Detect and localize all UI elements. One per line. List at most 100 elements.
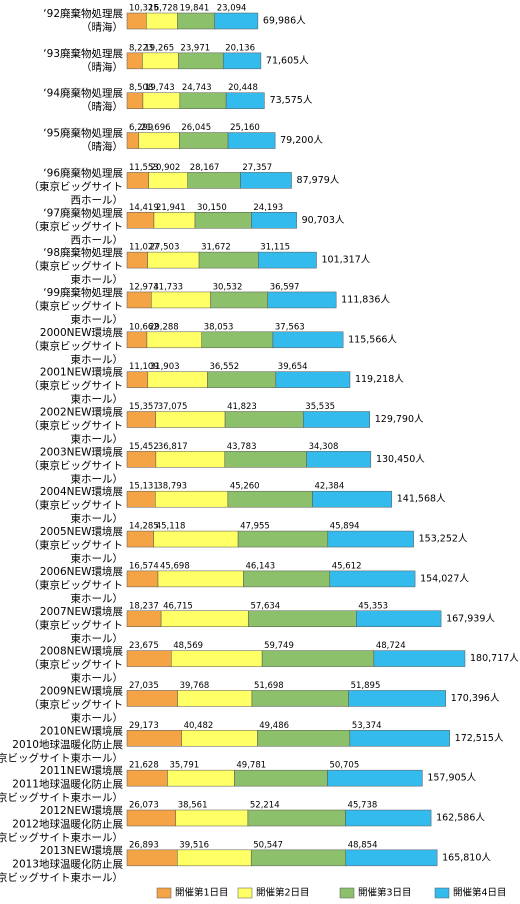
bar-segment xyxy=(142,92,181,109)
bar-segment xyxy=(194,212,252,229)
bar-segment xyxy=(126,690,178,707)
category-label: ‘97廃棄物処理展 xyxy=(43,206,123,219)
value-label: 57,634 xyxy=(250,601,280,611)
bar-segment xyxy=(327,769,423,787)
legend-label: 開催第2日目 xyxy=(256,887,310,899)
bar-segment xyxy=(225,92,265,109)
value-label: 19,743 xyxy=(145,83,175,93)
value-label: 45,698 xyxy=(160,561,190,571)
category-label: 2003NEW環境展 xyxy=(40,445,124,458)
category-label: 2013NEW環境展 xyxy=(40,844,124,857)
value-label: 52,214 xyxy=(250,801,280,811)
bar-segment xyxy=(160,610,249,627)
bar-segment xyxy=(224,451,307,468)
bar-segment xyxy=(356,610,442,627)
bar-segment xyxy=(303,411,370,428)
value-label: 50,705 xyxy=(329,761,359,771)
legend-label: 開催第4日目 xyxy=(453,887,507,899)
category-label: ‘93廃棄物処理展 xyxy=(43,47,123,60)
value-label: 51,895 xyxy=(351,681,381,691)
value-label: 23,094 xyxy=(217,4,247,14)
category-label: 東ホール） xyxy=(71,472,124,485)
value-label: 37,075 xyxy=(158,402,188,412)
bar-segment xyxy=(126,371,149,388)
category-label: （東京ビッグサイト xyxy=(29,459,124,472)
category-label: （晴海） xyxy=(81,100,123,113)
value-label: 11,027 xyxy=(129,243,159,253)
bar-segment xyxy=(327,530,414,548)
category-label: 東ホール） xyxy=(71,512,124,525)
bar-segment xyxy=(207,371,277,388)
category-label: 2010NEW環境展 xyxy=(40,724,124,737)
bar-segment xyxy=(227,490,313,508)
category-label: 2011NEW環境展 xyxy=(40,764,124,777)
value-label: 23,971 xyxy=(180,43,210,53)
bar-segment xyxy=(240,172,292,189)
category-label: ‘98廃棄物処理展 xyxy=(43,246,123,259)
bar-segment xyxy=(187,172,241,189)
bar-segment xyxy=(251,690,349,707)
total-label: 87,979人 xyxy=(297,175,340,186)
category-label: 2012地球温暖化防止展 xyxy=(12,818,123,831)
bar-segment xyxy=(126,809,177,827)
bar-segment xyxy=(155,451,226,468)
bar-segment xyxy=(272,331,344,349)
category-label: （晴海） xyxy=(81,21,123,34)
bar-segment xyxy=(155,411,226,428)
category-label: 東ホール） xyxy=(71,313,124,326)
bar-segment xyxy=(227,132,276,149)
category-label: 2010地球温暖化防止展 xyxy=(12,738,123,751)
bar-segment xyxy=(237,530,329,548)
value-label: 48,724 xyxy=(376,641,406,651)
value-label: 10,662 xyxy=(129,322,159,332)
bar-segment xyxy=(126,849,178,867)
category-label: （東京ビッグサイト xyxy=(29,379,124,392)
bar-segment xyxy=(179,132,229,149)
bar-segment xyxy=(222,52,262,70)
value-label: 6,299 xyxy=(129,123,153,133)
category-label: 2009NEW環境展 xyxy=(40,684,124,697)
value-label: 48,854 xyxy=(348,840,378,850)
value-label: 49,486 xyxy=(259,721,289,731)
bar-segment xyxy=(312,490,393,508)
total-label: 153,252人 xyxy=(419,534,468,545)
category-label: ‘94廃棄物処理展 xyxy=(43,87,123,100)
category-label: 東ホール） xyxy=(71,632,124,645)
category-label: 東ホール） xyxy=(71,592,124,605)
category-label: 東ホール） xyxy=(71,273,124,286)
value-label: 8,508 xyxy=(129,83,153,93)
total-label: 129,790人 xyxy=(375,414,424,425)
value-label: 21,696 xyxy=(141,123,171,133)
total-label: 162,586人 xyxy=(436,813,485,824)
total-label: 115,566人 xyxy=(348,334,397,345)
value-label: 15,357 xyxy=(129,402,159,412)
value-label: 35,535 xyxy=(305,402,335,412)
value-label: 31,733 xyxy=(153,282,183,292)
bar-segment xyxy=(345,809,432,827)
total-label: 79,200人 xyxy=(280,135,323,146)
category-label: ‘92廃棄物処理展 xyxy=(43,7,123,20)
legend-label: 開催第3日目 xyxy=(358,887,412,899)
total-label: 69,986人 xyxy=(263,16,306,27)
bar-segment xyxy=(345,849,438,867)
value-label: 19,841 xyxy=(180,4,210,14)
bar-segment xyxy=(151,291,211,309)
value-label: 50,547 xyxy=(253,840,283,850)
bar-segment xyxy=(257,730,351,747)
category-label: 東ホール） xyxy=(71,672,124,685)
category-label: （東京ビッグサイト xyxy=(29,220,124,233)
category-label: （東京ビッグサイト xyxy=(29,180,124,193)
bar-segment xyxy=(234,769,328,787)
bar-segment xyxy=(250,849,346,867)
value-label: 51,698 xyxy=(254,681,284,691)
value-label: 36,597 xyxy=(270,282,300,292)
bar-segment xyxy=(126,411,156,428)
bar-segment xyxy=(198,251,259,269)
category-label: （東京ビッグサイト xyxy=(29,578,124,591)
legend-swatch xyxy=(339,887,355,899)
category-label: 東ホール） xyxy=(71,433,124,446)
value-label: 23,675 xyxy=(129,641,159,651)
value-label: 34,308 xyxy=(309,442,339,452)
bar-segment xyxy=(142,52,179,70)
